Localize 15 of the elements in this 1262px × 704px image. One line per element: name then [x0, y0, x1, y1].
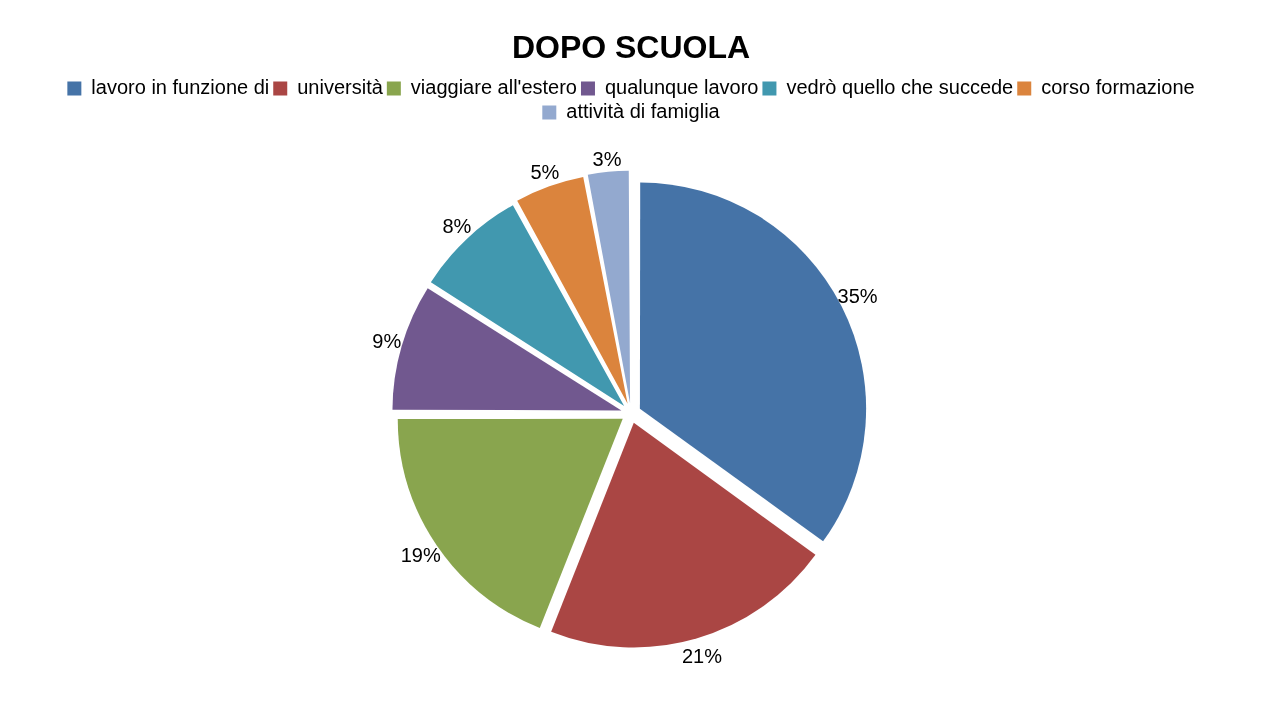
- legend-label: viaggiare all'estero: [410, 75, 577, 98]
- legend-label: vedrò quello che succede: [786, 75, 1014, 98]
- legend-label: corso formazione: [1041, 75, 1195, 98]
- chart-title: DOPO SCUOLA: [511, 29, 751, 66]
- legend-label: attività di famiglia: [566, 99, 721, 122]
- legend-label: lavoro in funzione di: [91, 75, 270, 98]
- data-label: 35%: [837, 285, 878, 308]
- data-label: 9%: [372, 329, 402, 352]
- legend-label: università: [297, 75, 384, 98]
- data-label: 5%: [530, 161, 560, 184]
- data-label: 3%: [592, 147, 622, 170]
- data-label: 21%: [681, 644, 723, 667]
- legend-label: qualunque lavoro: [604, 75, 759, 98]
- data-label: 8%: [442, 215, 472, 238]
- data-label: 19%: [400, 543, 441, 566]
